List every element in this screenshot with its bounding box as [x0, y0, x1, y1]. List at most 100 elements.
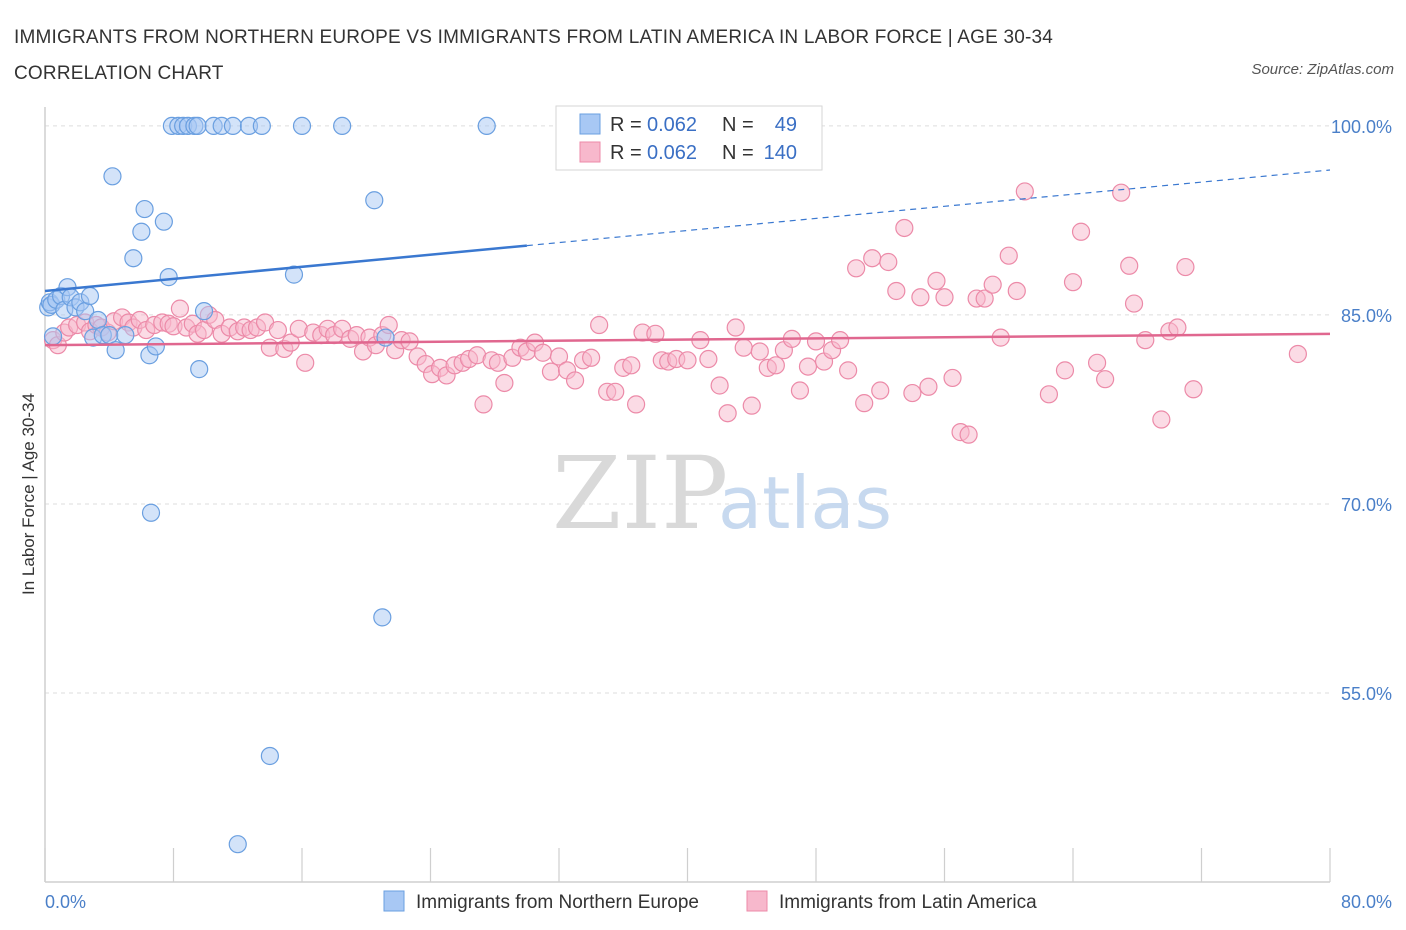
- legend-n-label-1: N =: [722, 142, 754, 164]
- point-s0-18: [106, 341, 125, 360]
- point-s1-97: [742, 396, 761, 415]
- y-tick-label-1: 85.0%: [1341, 306, 1392, 326]
- source-label: Source: ZipAtlas.com: [1251, 61, 1394, 78]
- point-s1-76: [565, 371, 585, 390]
- gridlines: [45, 125, 1330, 694]
- trend-line-extension-s0: [526, 169, 1331, 247]
- point-s0-22: [135, 199, 154, 219]
- point-s1-142: [1152, 410, 1171, 429]
- point-s0-48: [376, 328, 395, 347]
- point-s0-20: [124, 249, 143, 268]
- point-s1-144: [1168, 318, 1187, 337]
- point-s1-78: [582, 348, 601, 367]
- point-s0-33: [188, 116, 207, 136]
- point-s1-140: [1124, 294, 1144, 313]
- point-s0-3: [43, 327, 63, 346]
- x-tick-label-0: 0.0%: [45, 892, 86, 912]
- point-s1-134: [1063, 273, 1083, 292]
- point-s0-49: [477, 116, 496, 136]
- watermark-zip: ZIP: [552, 435, 728, 552]
- point-s1-118: [911, 288, 930, 307]
- point-s1-112: [863, 249, 882, 268]
- point-s1-147: [1288, 344, 1307, 364]
- x-tick-label-1: 80.0%: [1341, 892, 1392, 912]
- legend-r-label-1: R =: [610, 142, 642, 164]
- point-s1-119: [919, 377, 938, 396]
- point-s1-94: [718, 404, 737, 423]
- point-s1-110: [847, 259, 866, 278]
- point-s0-12: [80, 286, 100, 306]
- bottom-legend-label-northern-europe: Immigrants from Northern Europe: [416, 892, 699, 913]
- point-s1-127: [983, 275, 1002, 294]
- point-s1-137: [1096, 370, 1115, 389]
- bottom-legend: Immigrants from Northern Europe Immigran…: [383, 890, 1037, 913]
- point-s0-17: [103, 167, 122, 186]
- point-s1-79: [590, 315, 609, 335]
- point-s1-83: [622, 356, 641, 375]
- point-s1-98: [750, 342, 769, 361]
- point-s1-114: [879, 252, 898, 272]
- point-s0-47: [373, 608, 392, 627]
- point-s1-86: [646, 324, 665, 343]
- legend-swatch-northern-europe: [579, 113, 601, 135]
- point-s1-126: [975, 289, 994, 308]
- point-s1-117: [903, 383, 922, 403]
- point-s1-64: [474, 395, 493, 414]
- point-s1-109: [839, 361, 858, 380]
- point-s1-73: [541, 362, 561, 381]
- point-s0-42: [260, 746, 279, 766]
- point-s1-39: [296, 353, 315, 372]
- chart-title: IMMIGRANTS FROM NORTHERN EUROPE VS IMMIG…: [14, 27, 1054, 84]
- legend-box: R = 0.062 N = 49 R = 0.062 N = 140: [555, 105, 823, 171]
- legend-swatch-latin-america: [579, 141, 601, 163]
- y-tick-label-0: 100.0%: [1331, 117, 1392, 137]
- point-s1-116: [895, 218, 914, 238]
- y-tick-label-3: 55.0%: [1341, 684, 1392, 704]
- point-s1-72: [533, 343, 553, 362]
- point-s1-120: [927, 271, 946, 291]
- legend-r-value-0: 0.062: [647, 114, 697, 136]
- point-s1-133: [1055, 361, 1075, 380]
- point-s1-108: [830, 331, 850, 350]
- point-s0-39: [228, 835, 247, 854]
- point-s1-130: [1007, 281, 1026, 301]
- point-s0-44: [292, 116, 312, 136]
- point-s1-121: [935, 288, 954, 307]
- point-s1-111: [855, 394, 874, 413]
- trend-lines: [44, 169, 1331, 347]
- point-s1-103: [790, 381, 810, 400]
- trend-line-s1: [44, 332, 1331, 347]
- point-s0-24: [141, 503, 161, 522]
- point-s0-43: [284, 265, 304, 284]
- watermark: ZIP atlas: [552, 435, 892, 552]
- series-latin-america-points: [43, 182, 1307, 444]
- point-s1-90: [678, 351, 697, 370]
- point-s0-16: [100, 325, 119, 345]
- x-tick-marks: [44, 848, 1331, 882]
- series-northern-europe-points: [39, 116, 496, 854]
- point-s1-115: [887, 281, 906, 301]
- y-tick-label-2: 70.0%: [1341, 495, 1392, 515]
- point-s1-93: [710, 376, 729, 395]
- bottom-legend-swatch-latin-america: [746, 890, 768, 912]
- legend-n-value-0: 49: [775, 114, 797, 136]
- y-axis-label: In Labor Force | Age 30-34: [19, 393, 38, 595]
- point-s0-38: [223, 116, 243, 136]
- point-s1-100: [766, 356, 785, 375]
- point-s0-21: [132, 222, 151, 241]
- point-s1-95: [726, 318, 745, 337]
- trend-line-s0: [44, 244, 527, 293]
- point-s0-46: [365, 191, 384, 210]
- point-s1-104: [798, 357, 818, 376]
- point-s0-34: [190, 360, 209, 379]
- point-s1-124: [959, 425, 978, 444]
- point-s1-138: [1112, 183, 1131, 202]
- point-s1-35: [268, 320, 288, 340]
- point-s0-19: [116, 325, 135, 345]
- legend-n-value-1: 140: [764, 142, 797, 164]
- point-s0-45: [333, 116, 352, 136]
- point-s0-25: [146, 337, 165, 356]
- point-s1-145: [1176, 257, 1195, 277]
- legend-r-value-1: 0.062: [647, 142, 697, 164]
